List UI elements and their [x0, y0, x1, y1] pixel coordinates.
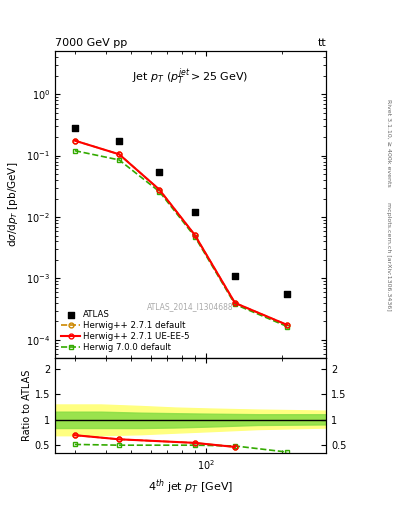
Text: Rivet 3.1.10, ≥ 400k events: Rivet 3.1.10, ≥ 400k events: [386, 99, 391, 187]
Herwig 7.0.0 default: [117, 157, 121, 163]
Legend: ATLAS, Herwig++ 2.7.1 default, Herwig++ 2.7.1 UE-EE-5, Herwig 7.0.0 default: ATLAS, Herwig++ 2.7.1 default, Herwig++ …: [59, 308, 192, 354]
ATLAS: [284, 290, 290, 298]
Herwig++ 2.7.1 UE-EE-5: [285, 322, 290, 328]
ATLAS: [116, 137, 122, 145]
Herwig++ 2.7.1 default: [157, 186, 162, 193]
Herwig++ 2.7.1 default: [193, 232, 197, 238]
Line: Herwig 7.0.0 default: Herwig 7.0.0 default: [72, 148, 290, 329]
Herwig++ 2.7.1 default: [117, 151, 121, 157]
Herwig++ 2.7.1 UE-EE-5: [157, 186, 162, 193]
Herwig 7.0.0 default: [73, 147, 77, 154]
X-axis label: 4$^{th}$ jet $p_T$ [GeV]: 4$^{th}$ jet $p_T$ [GeV]: [148, 477, 233, 496]
Herwig++ 2.7.1 UE-EE-5: [233, 300, 237, 306]
ATLAS: [192, 208, 198, 216]
Text: 7000 GeV pp: 7000 GeV pp: [55, 38, 127, 48]
Herwig++ 2.7.1 default: [73, 138, 77, 144]
Text: tt: tt: [318, 38, 326, 48]
Herwig++ 2.7.1 UE-EE-5: [73, 138, 77, 144]
Text: ATLAS_2014_I1304688: ATLAS_2014_I1304688: [147, 302, 234, 311]
Herwig 7.0.0 default: [193, 233, 197, 240]
Text: mcplots.cern.ch [arXiv:1306.3436]: mcplots.cern.ch [arXiv:1306.3436]: [386, 202, 391, 310]
ATLAS: [156, 167, 162, 176]
Herwig 7.0.0 default: [285, 324, 290, 330]
Text: Jet $p_T$ ($p_T^{jet}>$25 GeV): Jet $p_T$ ($p_T^{jet}>$25 GeV): [132, 67, 249, 88]
Herwig++ 2.7.1 default: [233, 300, 237, 306]
Herwig++ 2.7.1 UE-EE-5: [117, 151, 121, 157]
ATLAS: [232, 272, 238, 280]
Herwig++ 2.7.1 default: [285, 322, 290, 328]
ATLAS: [72, 124, 78, 132]
Herwig 7.0.0 default: [233, 301, 237, 307]
Y-axis label: Ratio to ATLAS: Ratio to ATLAS: [22, 370, 32, 441]
Herwig 7.0.0 default: [157, 188, 162, 195]
Y-axis label: d$\sigma$/d$p_T$ [pb/GeV]: d$\sigma$/d$p_T$ [pb/GeV]: [6, 162, 20, 247]
Herwig++ 2.7.1 UE-EE-5: [193, 232, 197, 238]
Line: Herwig++ 2.7.1 default: Herwig++ 2.7.1 default: [72, 138, 290, 327]
Line: Herwig++ 2.7.1 UE-EE-5: Herwig++ 2.7.1 UE-EE-5: [72, 138, 290, 327]
